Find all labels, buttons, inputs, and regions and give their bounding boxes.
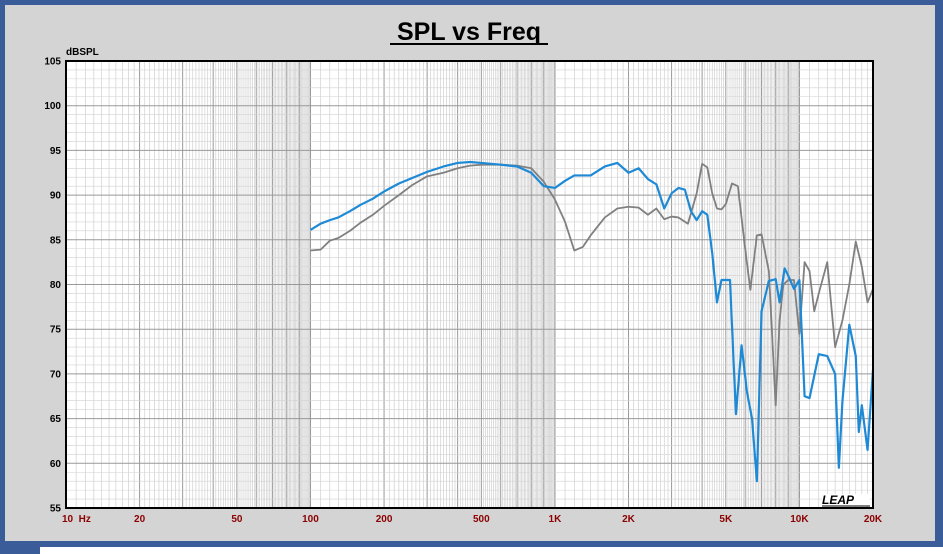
y-tick-label: 90 [50,191,62,202]
x-tick-label: 200 [376,514,393,525]
status-strip [40,547,943,554]
y-tick-label: 105 [44,57,61,68]
x-tick-label: 100 [302,514,319,525]
y-tick-label: 85 [50,235,62,246]
x-tick-label: 10K [790,514,809,525]
logo-text: LEAP [822,493,855,507]
plot-border [65,60,874,509]
x-tick-label: 50 [231,514,243,525]
y-tick-label: 75 [50,325,62,336]
y-tick-label: 70 [50,369,62,380]
chart-title: SPL vs Freq [397,18,541,46]
y-axis-label: dBSPL [66,47,99,58]
x-tick-label: 1K [549,514,563,525]
series-line-1 [310,162,874,407]
x-tick-label: 10 Hz [62,514,91,525]
y-tick-label: 100 [44,101,61,112]
y-tick-label: 60 [50,459,62,470]
x-tick-label: 5K [719,514,733,525]
y-tick-labels: 55 60 65 70 75 80 85 90 95 100 105 [44,57,61,515]
x-tick-labels: 10 Hz 20 50 100 200 500 1K 2K 5K 10K 20K [62,514,883,525]
grid [65,60,874,509]
series-line-2 [309,160,875,483]
y-tick-label: 95 [50,146,62,157]
x-tick-label: 500 [473,514,490,525]
x-tick-label: 20 [134,514,146,525]
x-tick-label: 20K [864,514,883,525]
x-tick-label: 2K [622,514,636,525]
y-tick-label: 55 [50,504,62,515]
leap-logo: LEAP [822,493,870,507]
y-tick-label: 80 [50,280,62,291]
series-group [309,160,875,483]
y-tick-label: 65 [50,414,62,425]
